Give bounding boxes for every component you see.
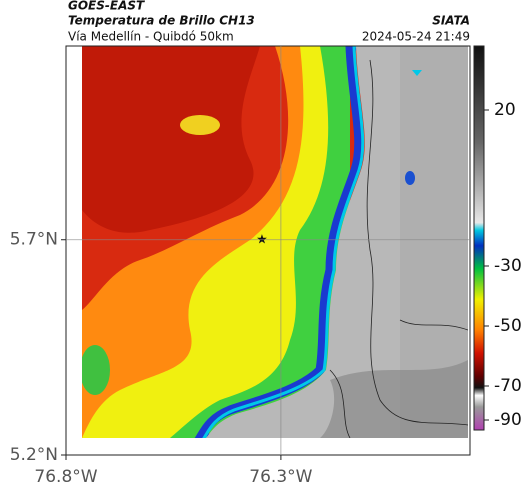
colorbar-tick-label: 20	[494, 100, 516, 120]
subtitle: Temperatura de Brillo CH13	[68, 14, 255, 28]
region: Vía Medellín - Quibdó 50km	[68, 30, 234, 44]
colorbar-tick-label: -70	[494, 376, 522, 396]
source: SIATA	[432, 14, 470, 28]
y-tick-label: 5.2°N	[10, 445, 58, 465]
map-frame	[65, 45, 471, 456]
x-tick-label: 76.3°W	[249, 467, 312, 487]
x-tick-label: 76.8°W	[34, 467, 97, 487]
satellite-image	[82, 46, 468, 438]
y-tick-label: 5.7°N	[10, 230, 58, 250]
colorbar-tick-label: -50	[494, 316, 522, 336]
colorbar-tick-label: -90	[494, 410, 522, 430]
colorbar	[473, 45, 485, 431]
colorbar-tick-label: -30	[494, 256, 522, 276]
title: GOES-EAST	[68, 0, 145, 13]
datetime: 2024-05-24 21:49	[362, 30, 470, 44]
